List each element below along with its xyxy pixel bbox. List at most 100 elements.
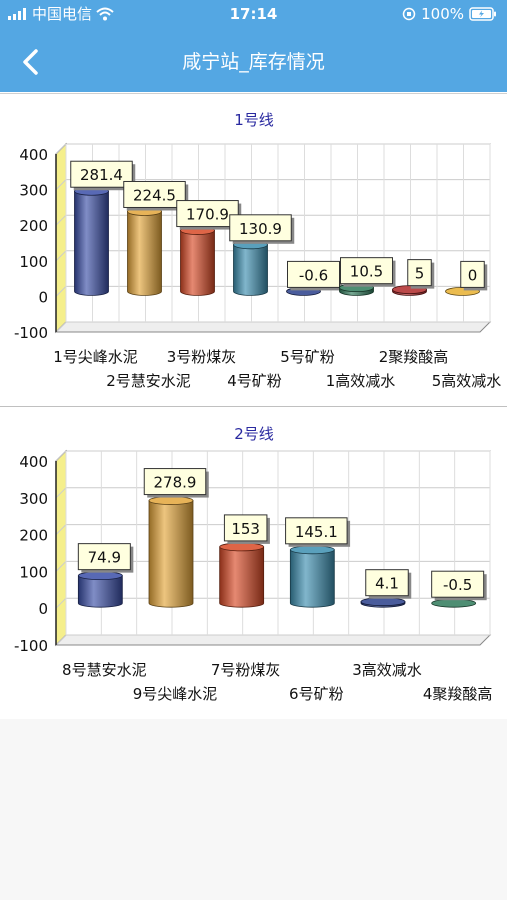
- gridline-wall: [55, 524, 67, 535]
- back-button[interactable]: [14, 44, 50, 80]
- y-tick-label: 400: [19, 453, 48, 471]
- chart-bar: [233, 240, 268, 296]
- chart-bar: [148, 496, 194, 608]
- x-category-label: 3号粉煤灰: [167, 348, 237, 366]
- plot-left-wall: [55, 142, 67, 334]
- data-label-text: 4.1: [375, 575, 399, 593]
- x-category-label: 4号矿粉: [227, 372, 282, 390]
- x-category-label: 4聚羧酸高: [423, 685, 493, 703]
- chart-bar: [219, 542, 265, 608]
- gridline-wall: [55, 286, 67, 297]
- x-category-label: 7号粉煤灰: [211, 661, 281, 679]
- bar-body: [148, 500, 194, 608]
- status-right: 100%: [402, 0, 497, 28]
- chart-bar: [431, 598, 477, 608]
- data-label: 153: [223, 514, 270, 544]
- data-label-text: 281.4: [80, 166, 123, 184]
- plot-floor: [54, 321, 492, 333]
- x-category-label: 1号尖峰水泥: [53, 348, 138, 366]
- chart-bar: [74, 186, 109, 296]
- data-label: 5: [407, 259, 435, 289]
- data-label-text: 224.5: [133, 186, 176, 204]
- chart-panel-line-2: 2号线 400 300 200 100 0 -100 74.9 278.9 153 145.1 4.1…: [0, 406, 507, 720]
- data-label-box: [365, 569, 409, 597]
- data-label: 224.5: [123, 180, 189, 211]
- chart-bar: [360, 597, 406, 608]
- data-label-box: [285, 517, 348, 545]
- page-title: 咸宁站_库存情况: [182, 51, 325, 73]
- data-label-box: [123, 180, 186, 208]
- data-label-box: [70, 160, 133, 188]
- data-label: 0: [460, 260, 488, 291]
- x-category-label: 1高效减水: [326, 372, 396, 390]
- data-label-text: 170.9: [186, 206, 229, 224]
- y-tick-label: 300: [19, 182, 48, 200]
- gridline-wall: [55, 597, 67, 609]
- y-tick-label: 0: [38, 600, 48, 618]
- battery-icon: [469, 7, 496, 21]
- wifi-icon: [96, 7, 114, 21]
- bar-body: [233, 244, 268, 296]
- data-label-text: 130.9: [239, 220, 282, 238]
- bar-top: [219, 542, 265, 552]
- bar-body: [77, 575, 123, 608]
- bar-top: [360, 597, 406, 607]
- data-label: 130.9: [229, 214, 295, 244]
- x-category-label: 3高效减水: [352, 661, 422, 679]
- orientation-lock-icon: [402, 7, 416, 21]
- x-category-label: 6号矿粉: [289, 685, 344, 703]
- data-label: -0.5: [431, 570, 487, 601]
- bar-body: [74, 190, 109, 296]
- chart-title: 2号线: [234, 425, 274, 443]
- empty-area: [0, 719, 507, 900]
- status-left: 中国电信: [8, 0, 114, 28]
- chevron-left-icon: [23, 49, 38, 75]
- x-category-label: 2聚羧酸高: [379, 348, 449, 366]
- data-label-box: [460, 260, 485, 288]
- bar-top: [431, 598, 477, 608]
- gridline-wall: [55, 634, 67, 646]
- y-tick-label: 200: [19, 527, 48, 545]
- data-label-text: 74.9: [88, 549, 121, 567]
- y-tick-label: 100: [19, 563, 48, 581]
- signal-icon: [8, 8, 26, 20]
- y-tick-label: 100: [19, 253, 48, 271]
- x-category-label: 2号慧安水泥: [106, 372, 191, 390]
- data-label-text: 0: [468, 266, 478, 284]
- data-label-text: 10.5: [350, 263, 383, 281]
- nav-header: 中国电信 17:14 100% 咸宁站_库存情况: [0, 0, 507, 92]
- gridline-wall: [55, 179, 67, 190]
- data-label: -0.6: [287, 260, 343, 291]
- plot-left-wall: [55, 449, 67, 647]
- x-category-label: 5号矿粉: [280, 348, 335, 366]
- data-label-box: [340, 257, 393, 285]
- chart-title: 1号线: [234, 111, 274, 129]
- data-label-box: [77, 543, 131, 571]
- gridline-wall: [55, 487, 67, 499]
- data-label: 74.9: [77, 543, 134, 573]
- bar-body: [127, 211, 162, 296]
- x-category-label: 9号尖峰水泥: [133, 685, 218, 703]
- bar-top: [77, 571, 123, 581]
- bar-body: [219, 546, 265, 608]
- data-label: 145.1: [285, 517, 351, 547]
- data-label-text: -0.6: [299, 266, 328, 284]
- y-tick-label: 0: [38, 288, 48, 306]
- y-tick-label: 300: [19, 490, 48, 508]
- plot-floor: [54, 634, 492, 646]
- bar-top: [148, 496, 194, 505]
- gridline-wall: [55, 450, 67, 462]
- gridline-wall: [55, 250, 67, 262]
- data-label-text: 145.1: [295, 523, 338, 541]
- y-tick-label: 200: [19, 217, 48, 235]
- data-label-text: 153: [231, 520, 260, 538]
- chart-line-1: 1号线 400 300 200 100 0 -100 281.4 224.5 170.9 130.9…: [14, 111, 501, 390]
- x-category-label: 8号慧安水泥: [62, 661, 147, 679]
- data-label-box: [431, 570, 485, 598]
- data-label-box: [223, 514, 268, 542]
- data-label-box: [287, 260, 340, 288]
- data-label-text: -0.5: [443, 576, 472, 594]
- data-label-box: [143, 468, 207, 496]
- bar-body: [289, 549, 335, 608]
- carrier-label: 中国电信: [32, 5, 93, 23]
